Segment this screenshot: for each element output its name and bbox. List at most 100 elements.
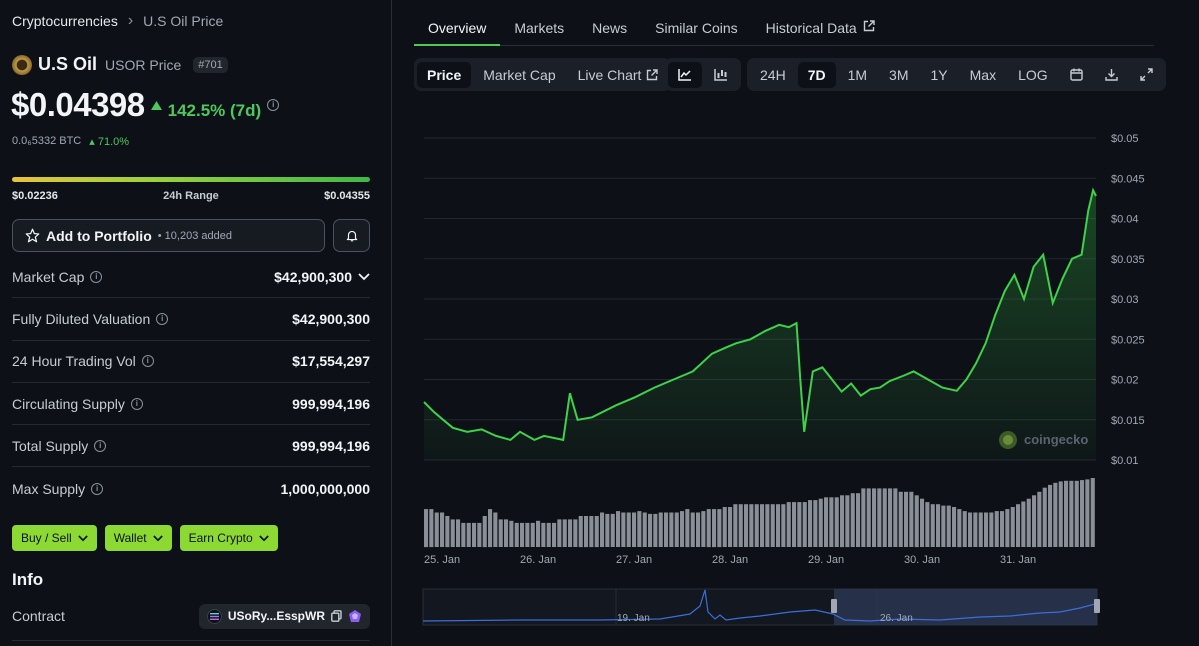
info-icon[interactable]: i — [90, 270, 103, 283]
volume-bar — [530, 522, 535, 547]
log-scale-toggle[interactable]: LOG — [1018, 66, 1048, 83]
buy-sell-button[interactable]: Buy / Sell — [12, 525, 97, 551]
volume-bar — [642, 512, 647, 547]
volume-bar — [477, 522, 482, 547]
range-1m[interactable]: 1M — [847, 66, 868, 83]
tab-historical-label: Historical Data — [765, 20, 857, 36]
info-icon[interactable]: i — [94, 439, 107, 452]
stat-row-circulating-supply: Circulating Supply i 999,994,196 — [12, 383, 370, 426]
live-chart-label: Live Chart — [577, 66, 642, 83]
volume-bar — [866, 488, 871, 547]
range-1y[interactable]: 1Y — [930, 66, 948, 83]
wallet-button[interactable]: Wallet — [104, 525, 172, 551]
stat-row-total-supply: Total Supply i 999,994,196 — [12, 425, 370, 468]
contract-address: USoRy...EsspWR — [227, 609, 325, 623]
download-button[interactable] — [1095, 62, 1128, 88]
volume-bar — [701, 511, 706, 547]
navigator-tick-label: 26. Jan — [880, 613, 913, 624]
breadcrumb-root[interactable]: Cryptocurrencies — [12, 13, 118, 29]
volume-bar — [653, 513, 658, 547]
volume-bar — [472, 522, 477, 547]
btc-price-row: 0.0₆5332 BTC ▴ 71.0% — [12, 135, 129, 148]
divider — [12, 640, 370, 641]
range-24h[interactable]: 24H — [760, 66, 786, 83]
stat-label: Market Cap — [12, 268, 85, 285]
chevron-down-icon[interactable] — [358, 273, 370, 281]
volume-bar — [1074, 480, 1079, 547]
stat-label: Max Supply — [12, 480, 86, 497]
volume-bar — [1080, 480, 1085, 547]
navigator-handle-right[interactable] — [1094, 599, 1100, 613]
range-max[interactable]: Max — [969, 66, 997, 83]
volume-bar — [546, 522, 551, 547]
stat-label: Total Supply — [12, 437, 89, 454]
volume-bar — [1016, 504, 1021, 547]
volume-bar — [568, 519, 573, 547]
volume-bar — [621, 512, 626, 547]
volume-bar — [893, 488, 898, 547]
range-7d[interactable]: 7D — [797, 61, 836, 88]
volume-bar — [1021, 501, 1026, 547]
volume-bar — [946, 505, 951, 547]
navigator-handle-left[interactable] — [831, 599, 837, 613]
volume-bar — [674, 512, 679, 547]
info-icon[interactable]: i — [156, 312, 169, 325]
market-cap-toggle[interactable]: Market Cap — [483, 66, 556, 83]
info-icon[interactable]: i — [141, 355, 154, 368]
date-picker-button[interactable] — [1060, 62, 1093, 88]
btc-change: 71.0% — [97, 136, 130, 148]
x-tick-label: 31. Jan — [1000, 554, 1036, 566]
volume-bar — [706, 509, 711, 548]
chart-type-toggle — [665, 58, 741, 91]
earn-crypto-button[interactable]: Earn Crypto — [179, 525, 278, 551]
stat-value: 1,000,000,000 — [280, 480, 370, 497]
navigator-selection[interactable] — [834, 589, 1097, 625]
caret-up-icon — [150, 100, 162, 110]
volume-bar — [504, 519, 509, 547]
metamask-icon[interactable] — [348, 609, 362, 623]
tab-markets[interactable]: Markets — [514, 20, 565, 36]
tab-historical-data[interactable]: Historical Data — [752, 10, 889, 46]
tab-similar-coins[interactable]: Similar Coins — [655, 20, 738, 36]
watermark: coingecko — [999, 431, 1088, 449]
price-alert-button[interactable] — [333, 219, 370, 252]
y-tick-label: $0.03 — [1111, 294, 1139, 306]
volume-bar — [941, 505, 946, 547]
volume-bar — [834, 497, 839, 547]
volume-bar — [712, 509, 717, 548]
y-tick-label: $0.05 — [1111, 133, 1139, 145]
volume-bar — [1053, 482, 1058, 547]
x-tick-label: 26. Jan — [520, 554, 556, 566]
line-chart-button[interactable] — [668, 61, 702, 88]
metric-toggle: Price Market Cap Live Chart — [414, 58, 672, 91]
price-chart[interactable]: $0.05 $0.045 $0.04 $0.035 $0.03 $0.025 $0.02 $0… — [392, 100, 1199, 646]
add-to-portfolio-button[interactable]: Add to Portfolio • 10,203 added — [12, 219, 325, 252]
fullscreen-button[interactable] — [1130, 62, 1163, 88]
volume-bar — [600, 512, 605, 547]
info-icon[interactable]: i — [267, 99, 280, 111]
tab-news[interactable]: News — [592, 20, 628, 36]
line-chart-icon — [678, 69, 691, 81]
volume-bar — [1064, 480, 1069, 547]
range-navigator[interactable]: 19. Jan 26. Jan — [422, 588, 1100, 626]
star-icon — [25, 228, 40, 243]
volume-bar — [690, 512, 695, 547]
volume-bar — [882, 488, 887, 547]
portfolio-label: Add to Portfolio — [46, 227, 152, 244]
volume-bar — [973, 512, 978, 547]
live-chart-link[interactable]: Live Chart — [568, 62, 669, 88]
volume-bar — [1010, 507, 1015, 547]
contract-address-pill[interactable]: USoRy...EsspWR — [198, 603, 370, 629]
tab-overview[interactable]: Overview — [414, 10, 501, 46]
copy-icon[interactable] — [331, 610, 342, 622]
info-icon[interactable]: i — [91, 482, 104, 495]
candlestick-chart-button[interactable] — [704, 62, 738, 88]
y-tick-label: $0.025 — [1111, 334, 1145, 346]
range-3m[interactable]: 3M — [889, 66, 909, 83]
volume-bar — [994, 511, 999, 547]
price-toggle[interactable]: Price — [417, 61, 472, 88]
info-icon[interactable]: i — [130, 397, 143, 410]
volume-bar — [818, 498, 823, 547]
volume-bar — [1037, 491, 1042, 547]
volume-bar — [909, 491, 914, 547]
